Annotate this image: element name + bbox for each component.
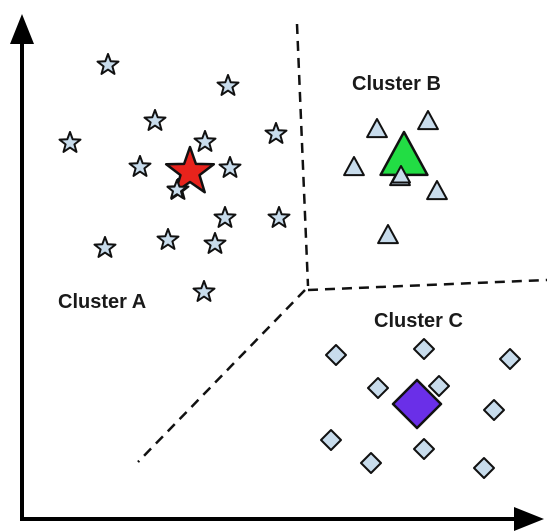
diamond-icon [360, 452, 382, 474]
x-axis-arrow-icon [514, 507, 544, 531]
star-icon [213, 206, 237, 228]
diamond-icon [473, 457, 495, 479]
star-icon [218, 156, 242, 178]
diamond-icon [325, 344, 347, 366]
star-icon [203, 232, 227, 254]
diamond-icon [367, 377, 389, 399]
cluster-a-points [58, 53, 291, 302]
star-icon [193, 130, 217, 152]
centroid-b-triangle-icon [379, 130, 429, 177]
boundary-b-c [307, 278, 547, 292]
y-axis-arrow-icon [10, 14, 34, 44]
diamond-icon [413, 438, 435, 460]
diamond-icon [483, 399, 505, 421]
star-icon [267, 206, 291, 228]
star-icon [143, 109, 167, 131]
cluster-b-label: Cluster B [352, 73, 441, 95]
boundary-a-b [295, 23, 310, 287]
triangle-icon [377, 224, 399, 245]
star-icon [96, 53, 120, 75]
cluster-c-points [320, 338, 521, 479]
star-icon [128, 155, 152, 177]
diamond-icon [499, 348, 521, 370]
triangle-icon [366, 118, 388, 139]
star-icon [156, 228, 180, 250]
star-icon [216, 74, 240, 96]
diamond-icon [320, 429, 342, 451]
triangle-icon [417, 110, 439, 131]
diamond-icon [428, 375, 450, 397]
cluster-a-label: Cluster A [58, 291, 146, 313]
triangle-icon [343, 156, 365, 177]
axes [10, 14, 544, 531]
diamond-icon [413, 338, 435, 360]
centroid-c-diamond-icon [391, 378, 443, 430]
centroid-a-star-icon [164, 145, 216, 194]
triangle-icon [391, 165, 411, 184]
decision-boundaries [137, 23, 547, 463]
star-icon [93, 236, 117, 258]
cluster-c-label: Cluster C [374, 310, 463, 332]
star-icon [58, 131, 82, 153]
star-icon [192, 280, 216, 302]
boundary-a-c [137, 289, 306, 463]
triangle-icon [426, 180, 448, 201]
star-icon [264, 122, 288, 144]
centroids [164, 130, 443, 430]
star-icon [166, 179, 188, 200]
